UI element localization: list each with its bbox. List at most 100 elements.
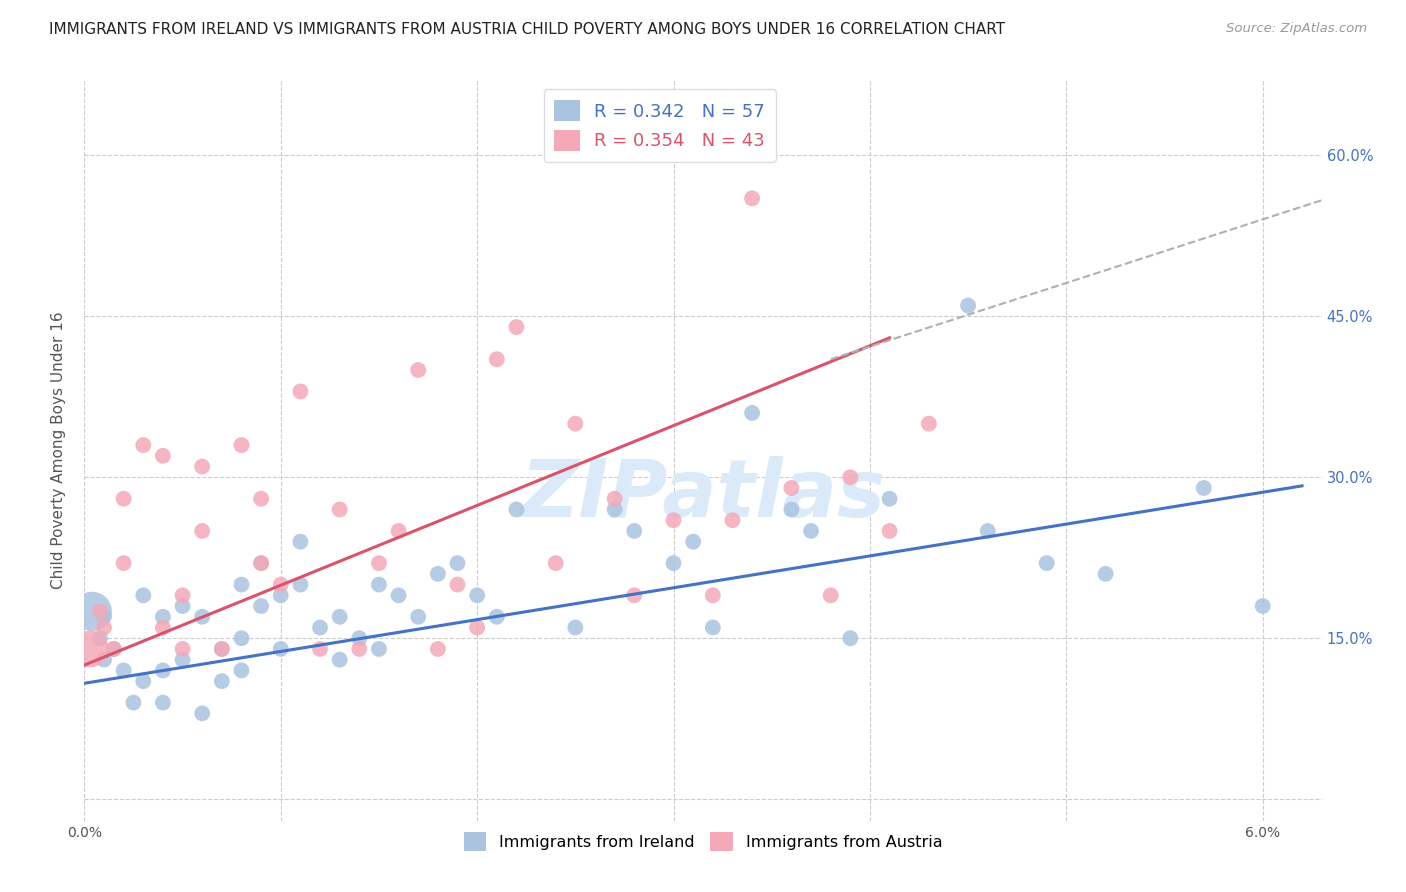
Point	[662, 513, 685, 527]
Point	[132, 674, 155, 689]
Point	[406, 363, 429, 377]
Point	[368, 577, 391, 591]
Point	[702, 588, 724, 602]
Point	[112, 664, 135, 678]
Point	[172, 599, 194, 613]
Point	[623, 588, 645, 602]
Point	[93, 653, 115, 667]
Point	[231, 438, 253, 452]
Point	[800, 524, 823, 538]
Point	[270, 577, 292, 591]
Point	[1094, 566, 1116, 581]
Point	[152, 664, 174, 678]
Point	[780, 481, 803, 495]
Point	[152, 449, 174, 463]
Point	[977, 524, 1000, 538]
Point	[191, 459, 214, 474]
Legend: Immigrants from Ireland, Immigrants from Austria: Immigrants from Ireland, Immigrants from…	[457, 826, 949, 857]
Point	[1192, 481, 1215, 495]
Point	[290, 534, 312, 549]
Point	[368, 556, 391, 570]
Point	[702, 620, 724, 634]
Point	[132, 438, 155, 452]
Point	[368, 642, 391, 657]
Text: Source: ZipAtlas.com: Source: ZipAtlas.com	[1226, 22, 1367, 36]
Point	[231, 632, 253, 646]
Point	[957, 299, 980, 313]
Point	[329, 653, 352, 667]
Point	[623, 524, 645, 538]
Point	[290, 384, 312, 399]
Point	[250, 599, 273, 613]
Point	[250, 556, 273, 570]
Point	[918, 417, 941, 431]
Point	[93, 609, 115, 624]
Point	[211, 674, 233, 689]
Point	[741, 191, 763, 205]
Point	[191, 524, 214, 538]
Point	[231, 664, 253, 678]
Point	[270, 642, 292, 657]
Point	[132, 588, 155, 602]
Point	[250, 491, 273, 506]
Point	[505, 502, 527, 516]
Point	[329, 609, 352, 624]
Point	[290, 577, 312, 591]
Point	[82, 604, 104, 618]
Point	[564, 620, 586, 634]
Point	[89, 604, 111, 618]
Point	[79, 642, 101, 657]
Point	[741, 406, 763, 420]
Point	[329, 502, 352, 516]
Point	[820, 588, 842, 602]
Text: IMMIGRANTS FROM IRELAND VS IMMIGRANTS FROM AUSTRIA CHILD POVERTY AMONG BOYS UNDE: IMMIGRANTS FROM IRELAND VS IMMIGRANTS FR…	[49, 22, 1005, 37]
Text: ZIPatlas: ZIPatlas	[520, 456, 886, 534]
Point	[231, 577, 253, 591]
Point	[839, 632, 862, 646]
Point	[172, 642, 194, 657]
Point	[544, 556, 567, 570]
Point	[603, 491, 626, 506]
Point	[879, 491, 901, 506]
Point	[103, 642, 125, 657]
Point	[89, 632, 111, 646]
Point	[112, 491, 135, 506]
Point	[406, 609, 429, 624]
Point	[191, 706, 214, 721]
Point	[122, 696, 145, 710]
Point	[93, 620, 115, 634]
Point	[485, 352, 508, 367]
Point	[172, 588, 194, 602]
Point	[564, 417, 586, 431]
Point	[191, 609, 214, 624]
Point	[152, 620, 174, 634]
Point	[172, 653, 194, 667]
Point	[603, 502, 626, 516]
Point	[465, 588, 488, 602]
Point	[682, 534, 704, 549]
Point	[662, 556, 685, 570]
Point	[839, 470, 862, 484]
Point	[426, 642, 449, 657]
Point	[1251, 599, 1274, 613]
Point	[309, 620, 332, 634]
Point	[152, 696, 174, 710]
Point	[250, 556, 273, 570]
Point	[505, 320, 527, 334]
Point	[465, 620, 488, 634]
Point	[152, 609, 174, 624]
Point	[309, 642, 332, 657]
Point	[780, 502, 803, 516]
Point	[349, 642, 371, 657]
Point	[446, 556, 468, 570]
Point	[426, 566, 449, 581]
Point	[103, 642, 125, 657]
Point	[446, 577, 468, 591]
Point	[270, 588, 292, 602]
Point	[721, 513, 744, 527]
Point	[387, 588, 409, 602]
Point	[112, 556, 135, 570]
Point	[879, 524, 901, 538]
Point	[485, 609, 508, 624]
Point	[211, 642, 233, 657]
